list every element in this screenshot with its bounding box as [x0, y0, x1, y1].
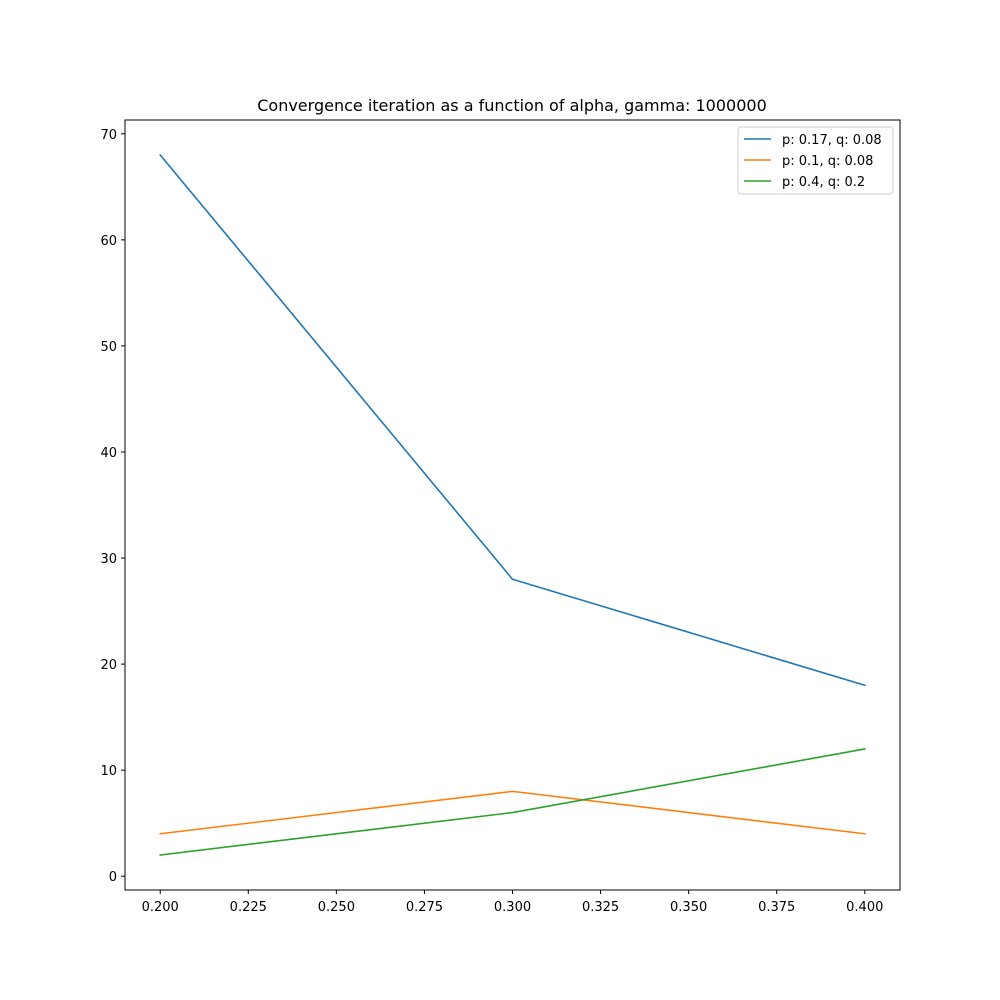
- y-tick-label: 30: [100, 552, 117, 567]
- plot-lines: [159, 153, 866, 856]
- plot-frame: [124, 119, 901, 891]
- series-line-0: [159, 153, 866, 687]
- x-tick-label: 0.400: [846, 900, 883, 915]
- x-tick-label: 0.225: [230, 900, 267, 915]
- legend-box: [737, 126, 894, 195]
- y-tick-label: 70: [100, 128, 117, 143]
- y-tick-label: 20: [100, 658, 117, 673]
- x-tick-label: 0.250: [318, 900, 355, 915]
- legend: p: 0.17, q: 0.08 p: 0.1, q: 0.08 p: 0.4, q…: [737, 126, 894, 195]
- y-tick-label: 50: [100, 340, 117, 355]
- chart-title: Convergence iteration as a function of a…: [257, 96, 767, 115]
- x-tick-label: 0.275: [406, 900, 443, 915]
- legend-label: p: 0.4, q: 0.2: [782, 175, 865, 190]
- series-line-2: [159, 748, 866, 856]
- y-tick-label: 40: [100, 446, 117, 461]
- x-tick-label: 0.300: [494, 900, 531, 915]
- x-tick-label: 0.375: [758, 900, 795, 915]
- y-tick-label: 10: [100, 764, 117, 779]
- legend-label: p: 0.17, q: 0.08: [782, 133, 882, 148]
- y-tick-label: 0: [109, 870, 117, 885]
- legend-label: p: 0.1, q: 0.08: [782, 154, 873, 169]
- y-tick-label: 60: [100, 234, 117, 249]
- x-tick-label: 0.350: [670, 900, 707, 915]
- x-tick-label: 0.200: [142, 900, 179, 915]
- y-axis: 0 10 20 30 40 50 60 70: [100, 128, 125, 885]
- x-tick-label: 0.325: [582, 900, 619, 915]
- x-axis: 0.200 0.225 0.250 0.275 0.300 0.325 0.350 0.375…: [142, 890, 883, 915]
- series-line-1: [159, 790, 866, 835]
